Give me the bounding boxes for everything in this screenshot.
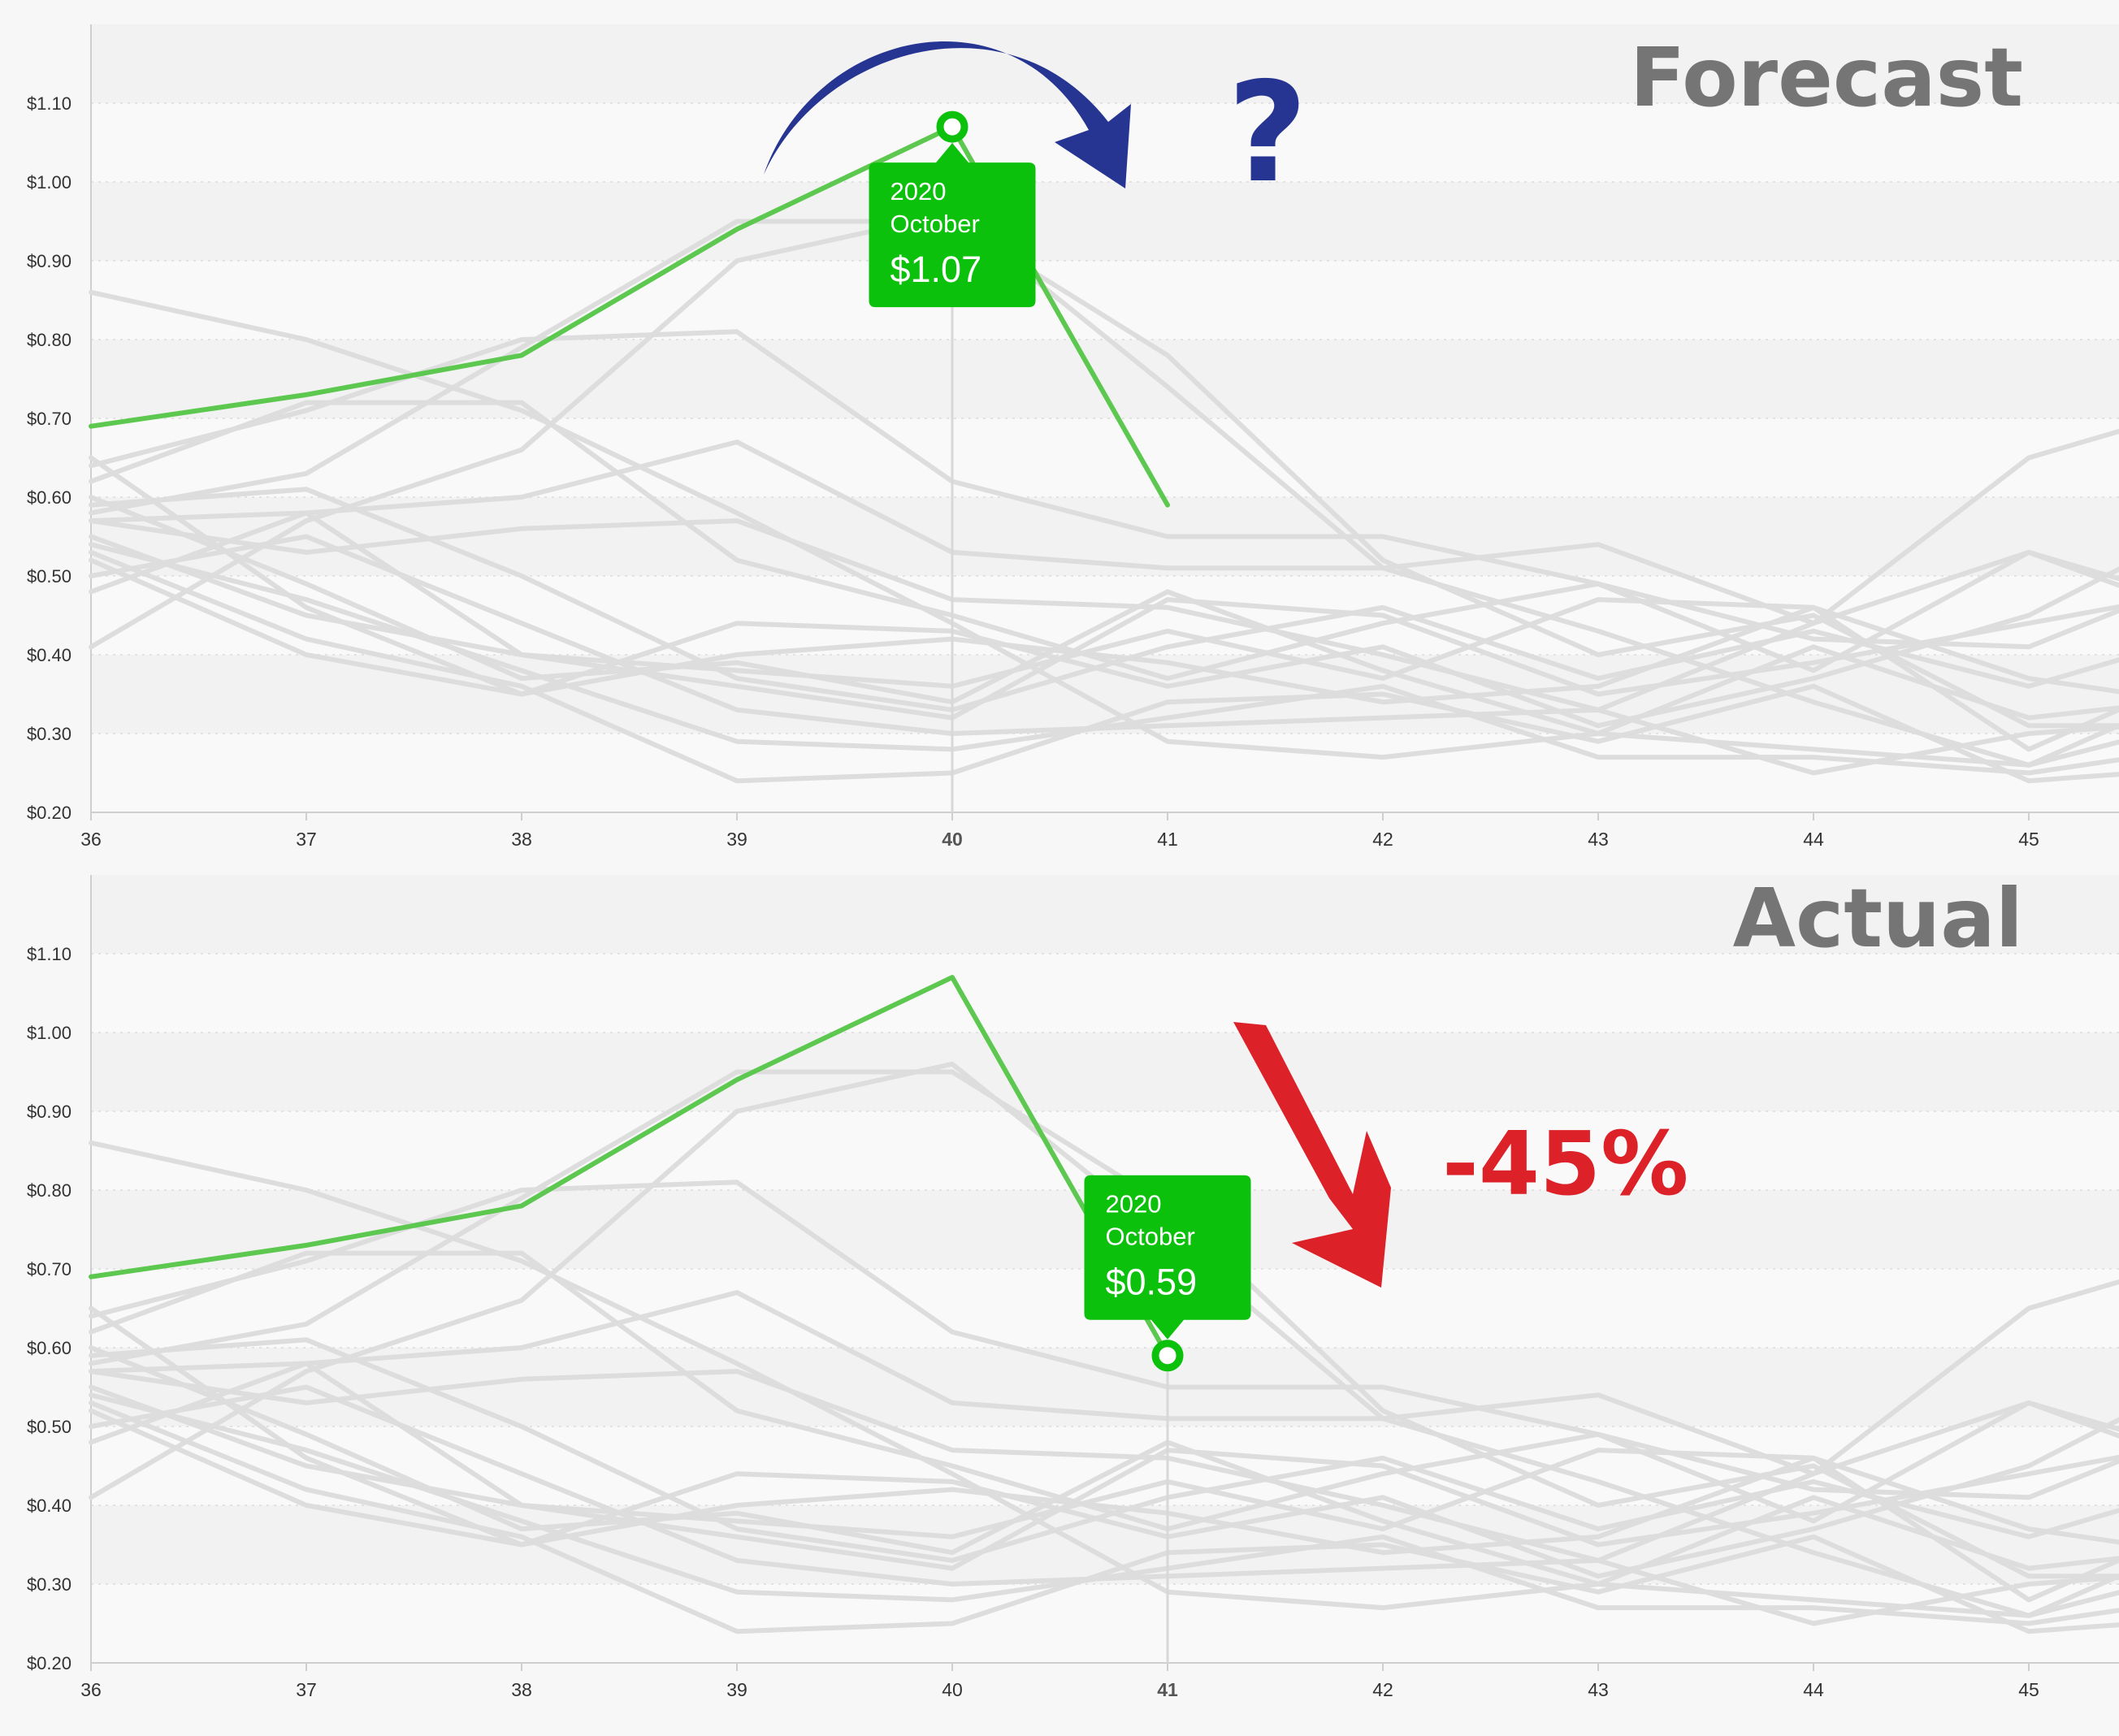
actual-x-tick-label: 42: [1372, 1679, 1393, 1700]
forecast-x-tick-label: 38: [511, 829, 532, 850]
forecast-highlight-marker: [936, 110, 968, 143]
actual-x-tick-label: 36: [80, 1679, 102, 1700]
actual-tooltip-box: [1084, 1175, 1251, 1340]
forecast-panel-title: Forecast: [1630, 30, 2023, 125]
forecast-y-tick-label: $0.70: [27, 409, 72, 429]
forecast-x-tick-label: 42: [1372, 829, 1393, 850]
actual-tooltip-value: $0.59: [1106, 1262, 1198, 1303]
forecast-question-mark: ?: [1228, 53, 1308, 214]
actual-grid-band: [91, 1033, 2119, 1111]
actual-y-axis: $0.20 $0.30 $0.40 $0.50 $0.60 $0.70 $0.80 $0.90…: [27, 875, 92, 1673]
forecast-x-tick-label: 37: [296, 829, 317, 850]
forecast-y-tick-label: $0.60: [27, 487, 72, 508]
forecast-y-tick-label: $0.90: [27, 251, 72, 271]
actual-y-tick-label: $0.50: [27, 1417, 72, 1437]
forecast-y-tick-label: $0.30: [27, 724, 72, 744]
forecast-background-line: [89, 428, 2119, 626]
actual-y-tick-label: $0.60: [27, 1338, 72, 1358]
forecast-tooltip: 2020 October $1.07: [869, 143, 1036, 308]
forecast-x-tick-label: 44: [1803, 829, 1824, 850]
actual-tooltip-year: 2020: [1106, 1190, 1162, 1219]
actual-y-tick-label: $0.20: [27, 1653, 72, 1673]
actual-x-tick-label: 43: [1588, 1679, 1609, 1700]
actual-x-tick-label: 39: [726, 1679, 748, 1700]
forecast-background-line: [89, 534, 2119, 776]
actual-percent-change: -45%: [1442, 1114, 1688, 1215]
forecast-x-tick-label: 45: [2018, 829, 2039, 850]
forecast-tooltip-year: 2020: [890, 177, 947, 206]
forecast-background-series: [89, 210, 2119, 784]
forecast-y-axis: $0.20 $0.30 $0.40 $0.50 $0.60 $0.70 $0.80 $0.90…: [27, 24, 92, 823]
actual-grid-band: [91, 875, 2119, 954]
actual-x-tick-label: 44: [1803, 1679, 1824, 1700]
forecast-y-tick-label: $1.10: [27, 93, 72, 114]
actual-x-axis: 36 37 38 39 40 41 42 43 44 45: [80, 1662, 2119, 1700]
forecast-y-tick-label: $0.20: [27, 803, 72, 823]
forecast-y-tick-label: $0.80: [27, 330, 72, 350]
forecast-background-line: [89, 510, 2119, 752]
forecast-background-line: [89, 518, 2119, 712]
forecast-background-line: [89, 549, 2119, 784]
forecast-grid-band: [91, 182, 2119, 261]
forecast-y-tick-label: $1.00: [27, 172, 72, 193]
forecast-background-line: [89, 455, 2119, 705]
forecast-background-line: [89, 542, 2119, 776]
forecast-background-line: [89, 329, 2119, 650]
actual-y-tick-label: $0.80: [27, 1180, 72, 1201]
forecast-y-tick-label: $0.40: [27, 645, 72, 665]
forecast-x-tick-label: 41: [1157, 829, 1178, 850]
forecast-x-tick-label: 40: [942, 829, 963, 850]
actual-x-tick-label: 40: [942, 1679, 963, 1700]
forecast-panel: $0.20 $0.30 $0.40 $0.50 $0.60 $0.70 $0.80 $0.90…: [27, 24, 2119, 850]
actual-down-arrow: [1233, 1022, 1391, 1288]
forecast-grid-band: [91, 24, 2119, 103]
actual-x-tick-label: 45: [2018, 1679, 2039, 1700]
actual-y-tick-label: $1.00: [27, 1023, 72, 1043]
actual-y-tick-label: $0.90: [27, 1102, 72, 1122]
forecast-x-axis: 36 37 38 39 40 41 42 43 44 45: [80, 812, 2119, 850]
actual-highlight-line: [89, 975, 1170, 1358]
actual-x-tick-label: 38: [511, 1679, 532, 1700]
actual-highlight-marker: [1151, 1340, 1184, 1372]
forecast-x-tick-label: 43: [1588, 829, 1609, 850]
actual-panel-title: Actual: [1733, 871, 2023, 966]
forecast-tooltip-box: [869, 143, 1036, 308]
actual-y-tick-label: $0.40: [27, 1496, 72, 1516]
forecast-x-tick-label: 39: [726, 829, 748, 850]
actual-tooltip: 2020 October $0.59: [1084, 1175, 1251, 1340]
forecast-tooltip-value: $1.07: [890, 249, 982, 290]
actual-y-tick-label: $0.70: [27, 1259, 72, 1279]
forecast-background-line: [89, 210, 2119, 768]
forecast-x-tick-label: 36: [80, 829, 102, 850]
actual-x-tick-label: 41: [1157, 1679, 1178, 1700]
actual-y-tick-label: $1.10: [27, 944, 72, 964]
actual-panel: $0.20 $0.30 $0.40 $0.50 $0.60 $0.70 $0.80 $0.90…: [27, 871, 2119, 1700]
actual-tooltip-month: October: [1106, 1223, 1195, 1251]
forecast-tooltip-month: October: [890, 210, 980, 238]
actual-x-tick-label: 37: [296, 1679, 317, 1700]
forecast-y-tick-label: $0.50: [27, 566, 72, 587]
actual-y-tick-label: $0.30: [27, 1574, 72, 1595]
